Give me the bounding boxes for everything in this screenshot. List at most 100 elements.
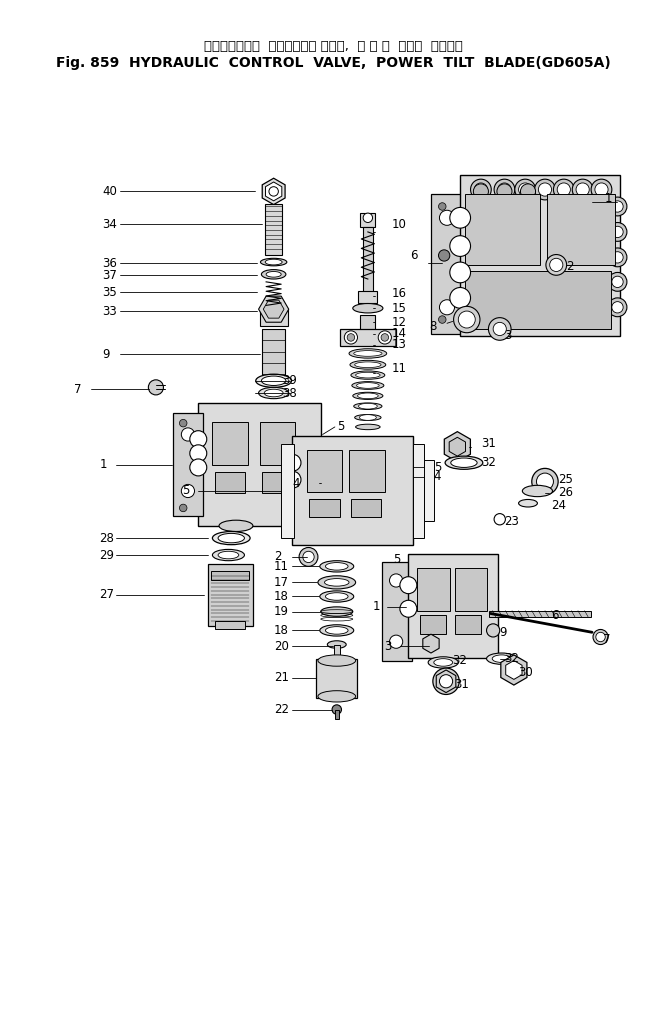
Circle shape [612,226,623,237]
Ellipse shape [218,552,239,559]
Text: 4: 4 [434,470,442,484]
Ellipse shape [349,349,387,358]
Polygon shape [266,182,282,201]
Circle shape [332,705,342,714]
Bar [340,329,396,346]
Text: 21: 21 [274,671,288,684]
Text: 6: 6 [410,249,418,262]
Bar [454,568,488,610]
Circle shape [497,184,512,199]
Text: 9: 9 [500,626,507,639]
Text: 10: 10 [392,218,406,231]
Circle shape [458,311,476,328]
Circle shape [537,474,553,490]
Text: 40: 40 [102,185,117,198]
Text: ハイドロリック  コントロール バルブ,  パ ワ ー  チルト  ブレード: ハイドロリック コントロール バルブ, パ ワ ー チルト ブレード [204,40,462,53]
Circle shape [538,183,551,196]
Bar [363,227,372,293]
Ellipse shape [358,393,378,399]
Bar [408,554,498,658]
Bar [212,422,248,464]
Bar [262,473,292,493]
Circle shape [179,420,187,427]
Text: 1: 1 [604,193,612,206]
Ellipse shape [352,381,384,389]
Ellipse shape [353,303,383,313]
Ellipse shape [328,641,346,648]
Circle shape [438,249,450,262]
Ellipse shape [321,606,353,617]
Polygon shape [436,670,456,693]
Circle shape [269,187,278,196]
Circle shape [612,251,623,263]
Circle shape [454,306,480,333]
Ellipse shape [360,415,376,421]
Circle shape [612,301,623,313]
Circle shape [591,179,612,200]
Text: 20: 20 [274,640,288,653]
Circle shape [303,552,314,563]
Circle shape [440,300,454,314]
Circle shape [471,179,492,200]
Text: 18: 18 [274,624,288,637]
Polygon shape [449,437,466,456]
Ellipse shape [212,531,250,545]
Text: 25: 25 [558,474,573,486]
Polygon shape [501,655,527,685]
Text: 7: 7 [603,634,611,646]
Polygon shape [423,634,439,653]
Ellipse shape [522,486,553,497]
Circle shape [557,183,570,196]
Ellipse shape [356,424,380,430]
Bar [360,213,376,227]
Ellipse shape [318,655,356,666]
Text: 34: 34 [102,218,117,231]
Ellipse shape [212,550,244,561]
Circle shape [576,183,589,196]
Bar [265,204,282,256]
Bar [215,621,245,629]
Circle shape [612,201,623,212]
Circle shape [347,334,355,341]
Circle shape [181,428,194,441]
Text: 32: 32 [453,654,468,667]
Text: 12: 12 [392,315,406,329]
Bar [431,195,464,334]
Text: 28: 28 [99,531,115,545]
Circle shape [494,514,505,525]
Ellipse shape [492,655,511,662]
Ellipse shape [258,387,289,399]
Ellipse shape [264,389,283,396]
Circle shape [179,504,187,512]
Ellipse shape [350,360,386,369]
Polygon shape [505,660,522,679]
Text: 5: 5 [337,421,344,433]
Text: 37: 37 [102,269,117,282]
Circle shape [608,248,627,267]
Circle shape [190,459,206,476]
Circle shape [450,262,471,283]
Bar [335,460,342,521]
Ellipse shape [261,270,286,279]
Bar [321,442,332,527]
Bar [358,291,377,302]
Text: 5: 5 [394,554,401,566]
Circle shape [498,183,511,196]
Circle shape [493,322,506,336]
Ellipse shape [266,272,281,277]
Bar [490,610,591,618]
Bar [208,565,253,626]
Circle shape [549,259,563,272]
Circle shape [608,298,627,316]
Text: 16: 16 [392,287,406,300]
Circle shape [378,331,392,344]
Text: 9: 9 [102,348,110,361]
Circle shape [381,334,388,341]
Text: 32: 32 [481,456,496,469]
Text: 13: 13 [392,339,406,352]
Bar [292,436,413,545]
Ellipse shape [318,576,356,589]
Circle shape [390,574,403,587]
Circle shape [440,674,453,687]
Ellipse shape [320,591,354,602]
